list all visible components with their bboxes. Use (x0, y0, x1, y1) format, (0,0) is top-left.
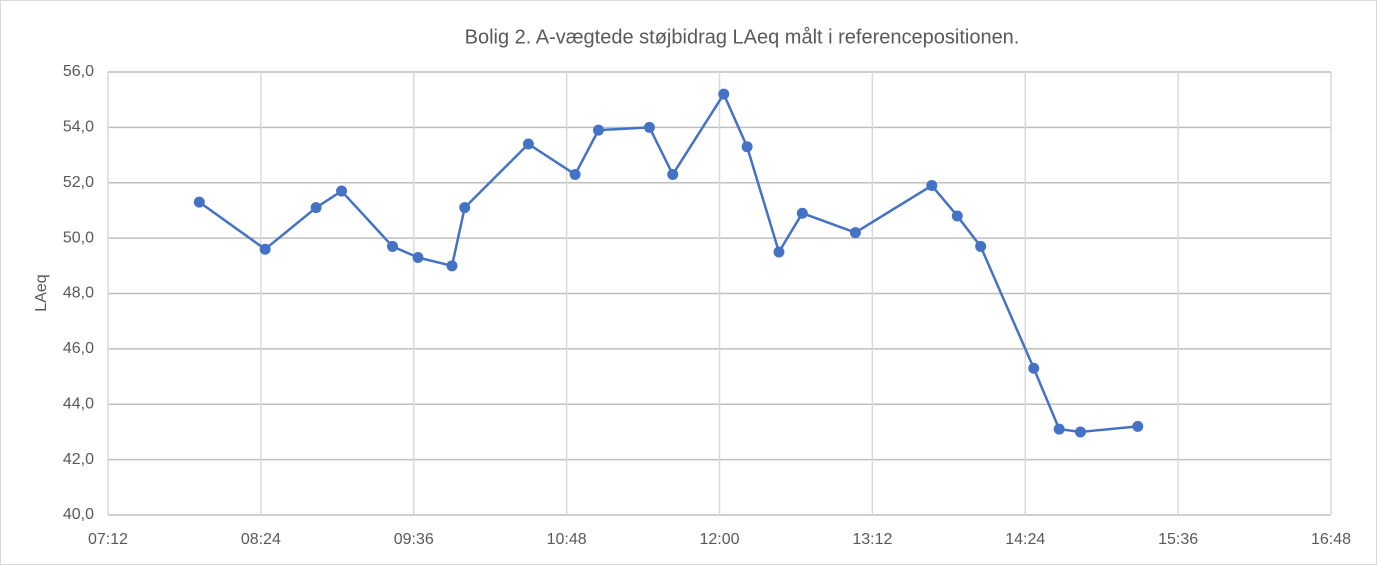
x-tick-label: 10:48 (547, 531, 587, 548)
x-tick-label: 13:12 (852, 531, 892, 548)
data-point (718, 88, 730, 100)
data-point (773, 246, 785, 258)
chart-title: Bolig 2. A-vægtede støjbidrag LAeq målt … (465, 26, 1020, 48)
data-point (1074, 426, 1086, 438)
data-point (459, 202, 471, 214)
x-tick-label: 16:48 (1311, 531, 1351, 548)
data-point (1132, 420, 1144, 432)
data-point (975, 240, 987, 252)
data-point (1028, 362, 1040, 374)
data-point (926, 180, 938, 192)
y-tick-label: 40,0 (63, 506, 94, 523)
y-axis-label: LAeq (33, 274, 50, 311)
x-tick-label: 08:24 (241, 531, 281, 548)
data-point (796, 207, 808, 219)
x-tick-label: 12:00 (699, 531, 739, 548)
y-tick-label: 54,0 (63, 119, 94, 136)
data-point (522, 138, 534, 150)
x-tick-label: 15:36 (1158, 531, 1198, 548)
x-tick-label: 14:24 (1005, 531, 1045, 548)
data-point (951, 210, 963, 222)
data-point (193, 196, 205, 208)
x-tick-label: 07:12 (88, 531, 128, 548)
data-point (259, 243, 271, 255)
data-point (446, 260, 458, 272)
data-point (592, 124, 604, 136)
data-point (336, 185, 348, 197)
x-tick-label: 09:36 (394, 531, 434, 548)
data-point (387, 240, 399, 252)
y-tick-label: 50,0 (63, 229, 94, 246)
y-tick-label: 42,0 (63, 451, 94, 468)
y-tick-label: 56,0 (63, 63, 94, 80)
y-tick-label: 44,0 (63, 395, 94, 412)
data-point (1053, 423, 1065, 435)
data-point (569, 168, 581, 180)
y-tick-label: 52,0 (63, 174, 94, 191)
data-point (643, 121, 655, 133)
y-tick-label: 48,0 (63, 285, 94, 302)
data-point (667, 168, 679, 180)
data-point (412, 252, 424, 264)
data-point (849, 227, 861, 239)
y-tick-label: 46,0 (63, 340, 94, 357)
data-point (741, 141, 753, 153)
data-point (310, 202, 322, 214)
